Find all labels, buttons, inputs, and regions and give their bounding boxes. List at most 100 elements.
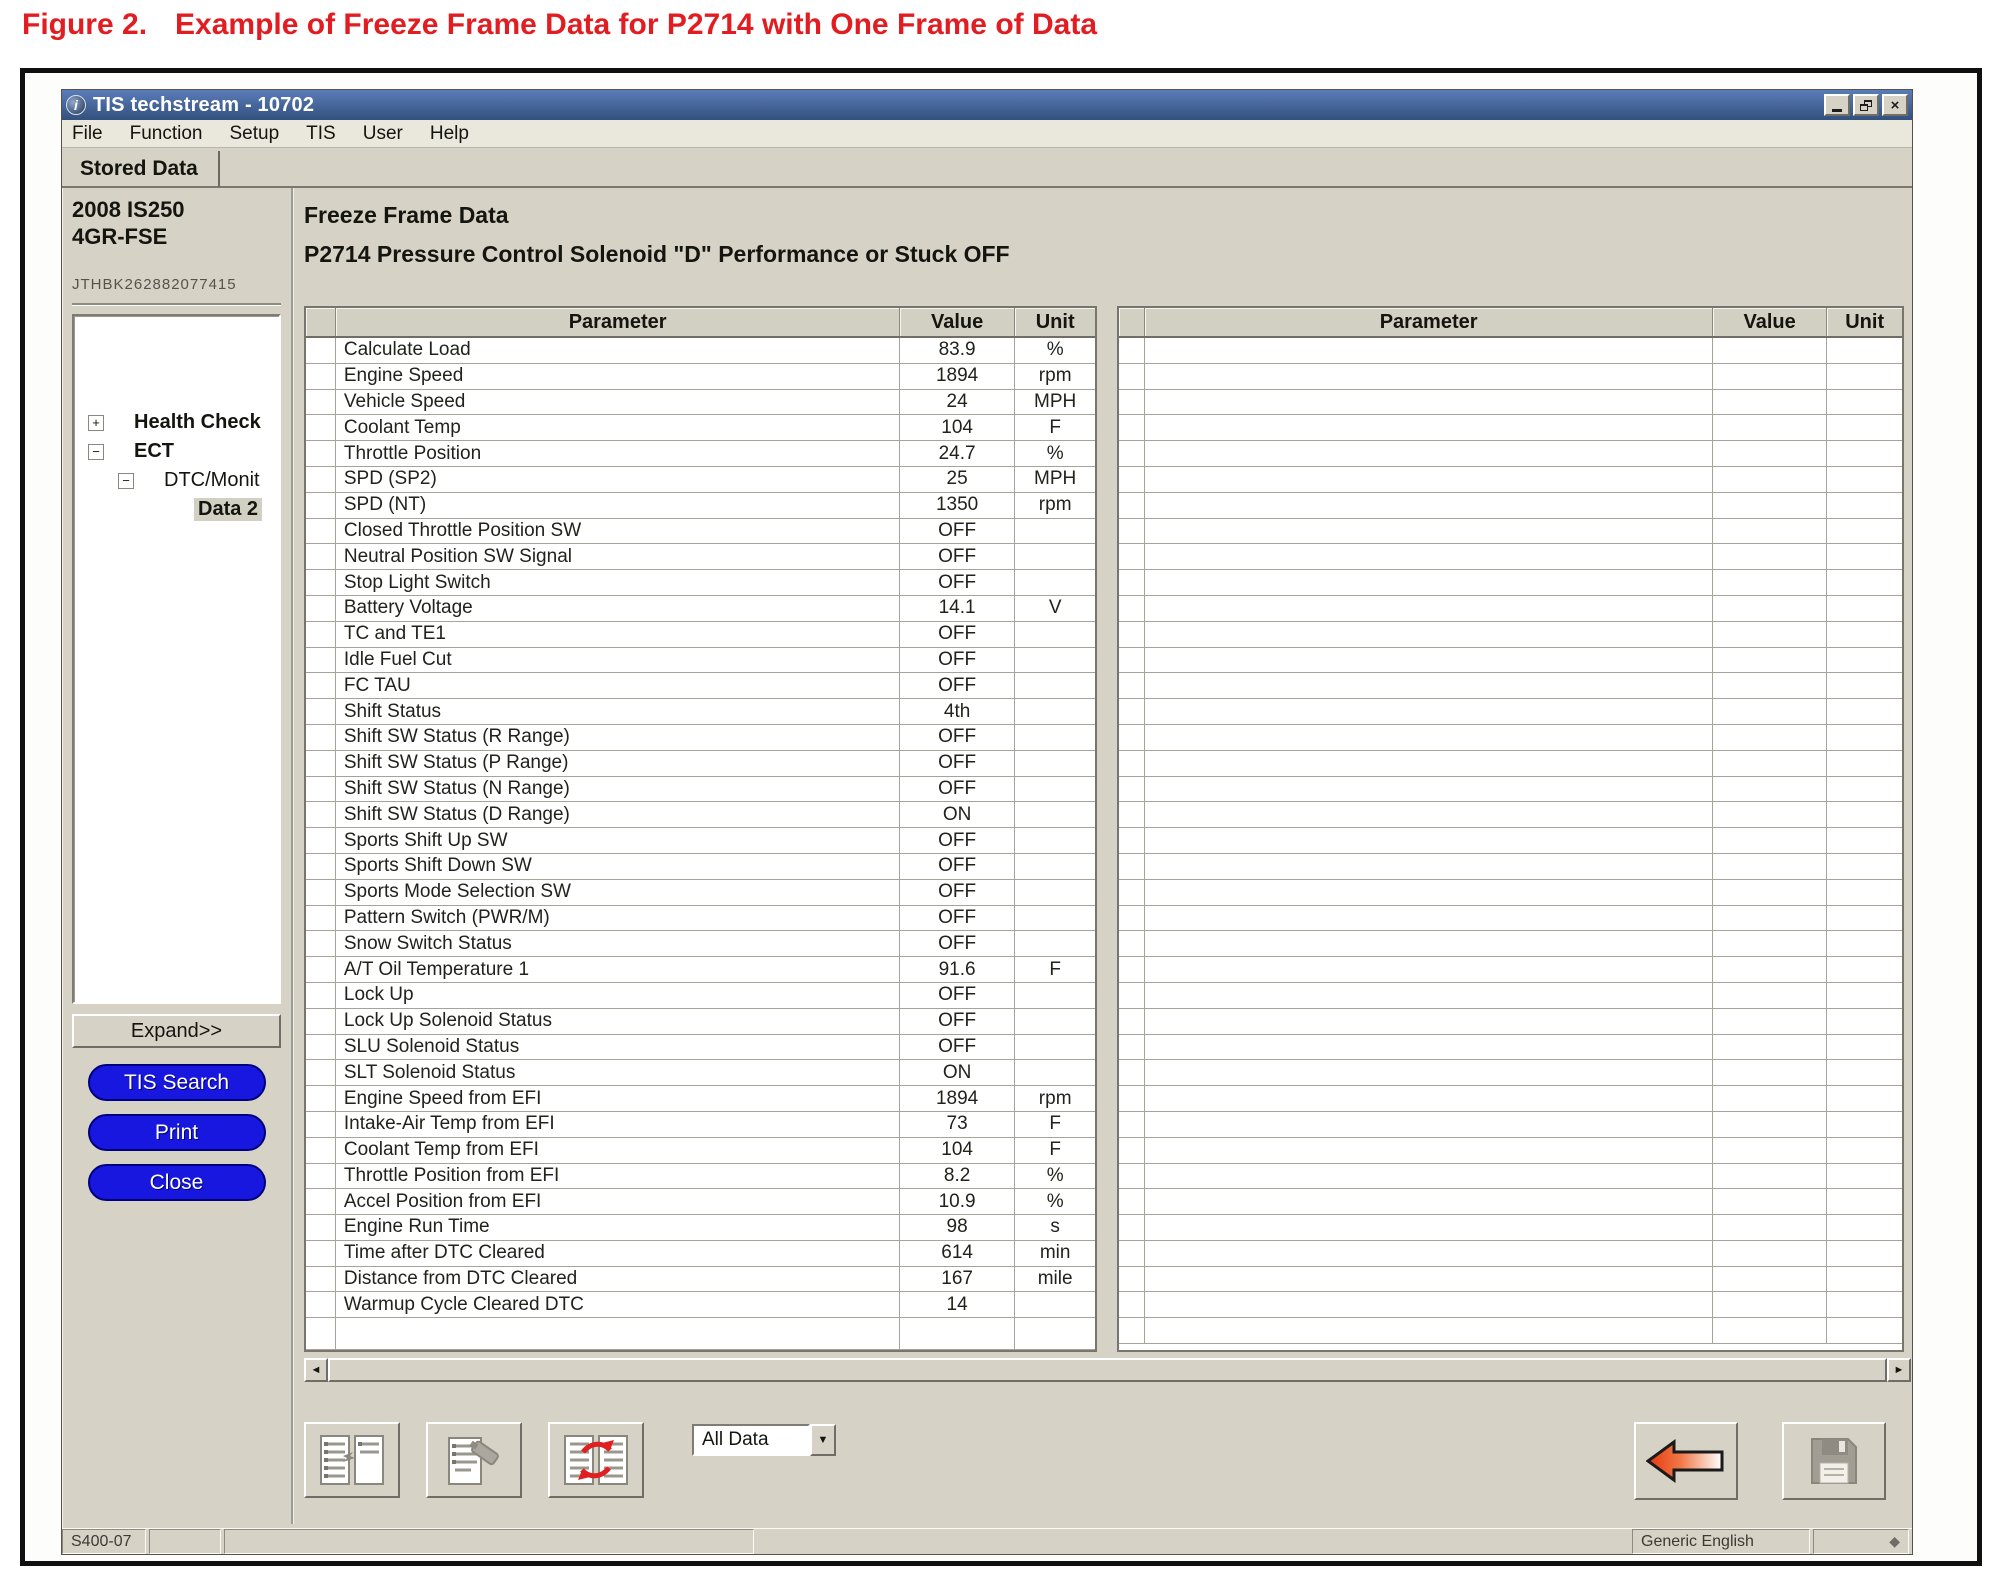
table-row[interactable]: Throttle Position 24.7% bbox=[306, 441, 1096, 467]
table-row[interactable]: Lock Up Solenoid Status OFF bbox=[306, 1008, 1096, 1035]
table-row[interactable]: Engine Speed from EFI 1894 rpm bbox=[306, 1086, 1096, 1112]
table-row[interactable] bbox=[1119, 673, 1902, 700]
table-row[interactable]: Snow Switch Status OFF bbox=[306, 931, 1096, 958]
table-row[interactable]: Lock Up OFF bbox=[306, 982, 1096, 1009]
table-row[interactable]: Time after DTC Cleared 614 min bbox=[306, 1240, 1096, 1267]
scroll-left-arrow[interactable]: ◄ bbox=[304, 1358, 328, 1382]
tree-item-ect[interactable]: − ECT bbox=[74, 437, 279, 466]
table-row[interactable]: A/T Oil Temperature 1 91.6 F bbox=[306, 957, 1096, 983]
data-filter-dropdown[interactable]: All Data ▼ bbox=[692, 1424, 836, 1456]
table-row[interactable]: Shift Status 4th bbox=[306, 699, 1096, 725]
table-row[interactable] bbox=[1119, 1189, 1902, 1216]
table-row[interactable] bbox=[1119, 1137, 1902, 1164]
table-row[interactable] bbox=[1119, 1240, 1902, 1267]
table-row[interactable]: Coolant Temp 104 F bbox=[306, 415, 1096, 442]
tree-item-dtc-monit[interactable]: − DTC/Monit bbox=[74, 466, 279, 495]
table-row[interactable]: FC TAU OFF bbox=[306, 673, 1096, 700]
table-row[interactable]: TC and TE1 OFF bbox=[306, 621, 1096, 648]
scroll-right-arrow[interactable]: ► bbox=[1887, 1358, 1911, 1382]
table-row[interactable]: Engine Speed 1894 rpm bbox=[306, 363, 1096, 390]
table-row[interactable] bbox=[1119, 699, 1902, 725]
menu-item-help[interactable]: Help bbox=[429, 122, 469, 144]
tree-item-health-check[interactable]: + Health Check bbox=[74, 408, 279, 437]
table-row[interactable] bbox=[1119, 724, 1902, 751]
table-row[interactable]: Pattern Switch (PWR/M) OFF bbox=[306, 905, 1096, 932]
close-button[interactable]: × bbox=[1882, 94, 1908, 116]
table-row[interactable] bbox=[1119, 879, 1902, 906]
table-row[interactable] bbox=[1119, 1111, 1902, 1138]
table-row[interactable] bbox=[1119, 828, 1902, 854]
table-row[interactable] bbox=[1119, 1086, 1902, 1112]
table-row[interactable] bbox=[306, 1318, 1096, 1350]
table-row[interactable]: Neutral Position SW Signal OFF bbox=[306, 544, 1096, 571]
table-row[interactable] bbox=[1119, 1292, 1902, 1319]
table-row[interactable] bbox=[1119, 776, 1902, 803]
table-row[interactable] bbox=[1119, 1215, 1902, 1241]
table-row[interactable] bbox=[1119, 363, 1902, 390]
table-row[interactable] bbox=[1119, 1008, 1902, 1035]
table-row[interactable] bbox=[1119, 853, 1902, 880]
tree-item-data-2[interactable]: Data 2 bbox=[74, 495, 279, 524]
horizontal-scrollbar[interactable]: ◄ ► bbox=[304, 1358, 1911, 1382]
dropdown-value[interactable]: All Data bbox=[692, 1424, 810, 1456]
table-row[interactable] bbox=[1119, 957, 1902, 983]
menu-item-file[interactable]: File bbox=[72, 122, 103, 144]
swap-data-button[interactable] bbox=[548, 1422, 644, 1498]
table-row[interactable]: Engine Run Time 98 s bbox=[306, 1215, 1096, 1241]
table-row[interactable]: Shift SW Status (N Range) OFF bbox=[306, 776, 1096, 803]
table-row[interactable] bbox=[1119, 466, 1902, 493]
table-row[interactable] bbox=[1119, 570, 1902, 596]
menu-item-setup[interactable]: Setup bbox=[229, 122, 280, 144]
table-row[interactable]: Shift SW Status (R Range) OFF bbox=[306, 724, 1096, 751]
table-row[interactable] bbox=[1119, 647, 1902, 674]
table-row[interactable] bbox=[1119, 750, 1902, 777]
chevron-down-icon[interactable]: ▼ bbox=[810, 1424, 836, 1456]
table-row[interactable]: Sports Shift Up SW OFF bbox=[306, 828, 1096, 854]
table-row[interactable] bbox=[1119, 492, 1902, 519]
table-row[interactable] bbox=[1119, 1318, 1902, 1345]
table-row[interactable]: Closed Throttle Position SW OFF bbox=[306, 518, 1096, 545]
menu-item-function[interactable]: Function bbox=[129, 122, 203, 144]
scrollbar-thumb[interactable] bbox=[328, 1358, 1887, 1382]
table-row[interactable] bbox=[1119, 441, 1902, 467]
table-row[interactable] bbox=[1119, 1060, 1902, 1087]
table-row[interactable] bbox=[1119, 931, 1902, 958]
expand-button[interactable]: Expand>> bbox=[72, 1014, 281, 1048]
table-row[interactable]: Calculate Load 83.9% bbox=[306, 338, 1096, 364]
table-row[interactable]: Battery Voltage 14.1 V bbox=[306, 595, 1096, 622]
table-row[interactable] bbox=[1119, 802, 1902, 829]
table-row[interactable] bbox=[1119, 595, 1902, 622]
save-button[interactable] bbox=[1782, 1422, 1886, 1500]
table-row[interactable]: SPD (NT) 1350 rpm bbox=[306, 492, 1096, 519]
minimize-button[interactable] bbox=[1824, 94, 1850, 116]
table-row[interactable]: Intake-Air Temp from EFI 73 F bbox=[306, 1111, 1096, 1138]
table-row[interactable] bbox=[1119, 1163, 1902, 1190]
collapse-icon[interactable]: − bbox=[88, 443, 104, 460]
menu-item-tis[interactable]: TIS bbox=[306, 122, 336, 144]
print-button[interactable]: Print bbox=[87, 1114, 266, 1151]
compare-data-button[interactable] bbox=[304, 1422, 400, 1498]
table-row[interactable] bbox=[1119, 389, 1902, 416]
table-row[interactable]: SLT Solenoid Status ON bbox=[306, 1060, 1096, 1087]
table-row[interactable] bbox=[1119, 1266, 1902, 1293]
table-row[interactable]: Shift SW Status (P Range) OFF bbox=[306, 750, 1096, 777]
table-row[interactable]: Distance from DTC Cleared 167 mile bbox=[306, 1266, 1096, 1293]
close-button[interactable]: Close bbox=[87, 1164, 266, 1201]
back-button[interactable] bbox=[1634, 1422, 1738, 1500]
collapse-icon[interactable]: − bbox=[118, 472, 134, 489]
table-row[interactable] bbox=[1119, 338, 1902, 364]
table-row[interactable] bbox=[1119, 518, 1902, 545]
tab-stored-data[interactable]: Stored Data bbox=[66, 151, 220, 187]
table-row[interactable]: SLU Solenoid Status OFF bbox=[306, 1034, 1096, 1061]
table-row[interactable] bbox=[1119, 982, 1902, 1009]
table-row[interactable]: Coolant Temp from EFI 104 F bbox=[306, 1137, 1096, 1164]
table-row[interactable]: Sports Shift Down SW OFF bbox=[306, 853, 1096, 880]
table-row[interactable] bbox=[1119, 905, 1902, 932]
table-row[interactable]: Stop Light Switch OFF bbox=[306, 570, 1096, 596]
table-row[interactable]: Warmup Cycle Cleared DTC 14 bbox=[306, 1292, 1096, 1319]
table-row[interactable]: SPD (SP2) 25 MPH bbox=[306, 466, 1096, 493]
menu-item-user[interactable]: User bbox=[362, 122, 403, 144]
restore-button[interactable] bbox=[1853, 94, 1879, 116]
table-row[interactable]: Throttle Position from EFI 8.2% bbox=[306, 1163, 1096, 1190]
table-row[interactable]: Vehicle Speed 24 MPH bbox=[306, 389, 1096, 416]
